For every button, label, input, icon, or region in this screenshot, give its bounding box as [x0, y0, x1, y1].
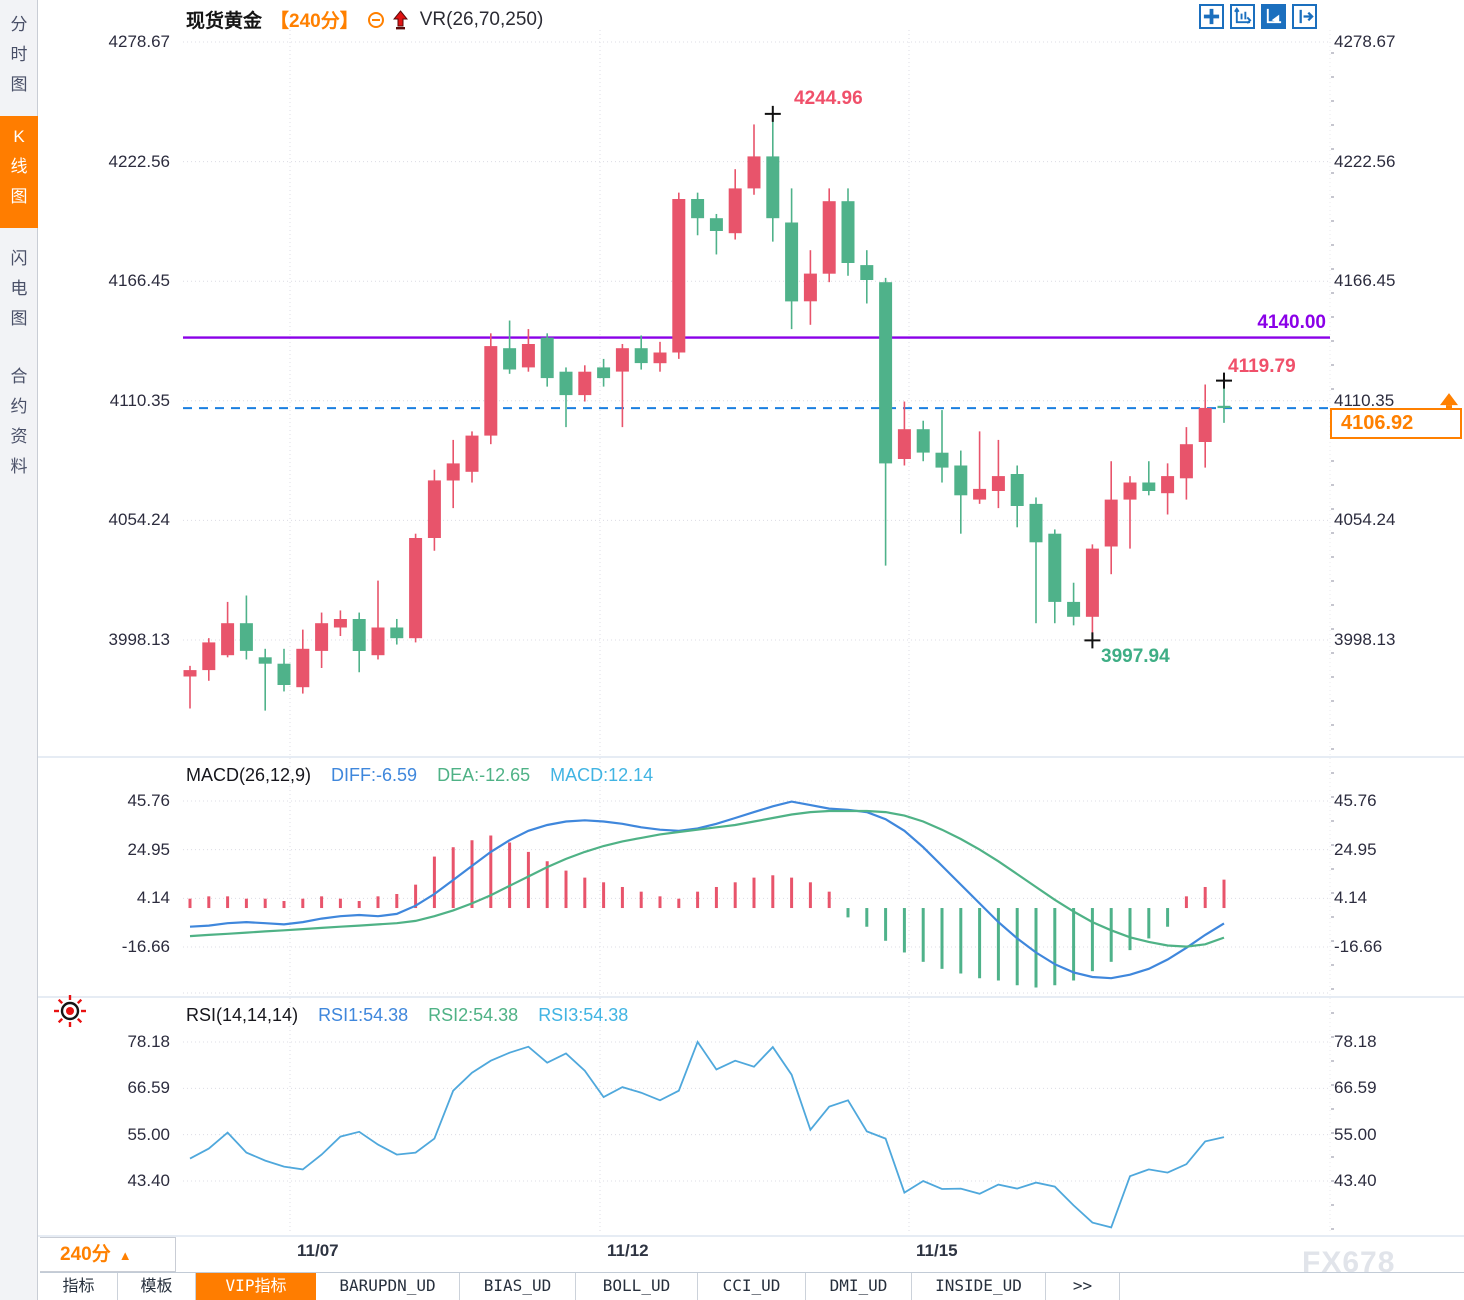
collapse-indicator-icon[interactable] [367, 11, 385, 29]
axis-zoom-icon[interactable] [1230, 4, 1255, 29]
y-axis-label: 66.59 [1334, 1078, 1377, 1098]
horizontal-level-annotation: 4140.00 [1257, 312, 1326, 333]
period-selector-label: 240分 [60, 1244, 111, 1265]
chart-toolbar [1199, 4, 1317, 29]
period-badge: 【240分】 [270, 11, 359, 32]
x-axis-label: 11/15 [916, 1241, 958, 1260]
y-axis-label: -16.66 [1334, 937, 1383, 956]
y-axis-label: 24.95 [1334, 839, 1377, 859]
bottom-tab-8[interactable]: DMI_UD [806, 1273, 912, 1300]
symbol-name: 现货黄金 [186, 11, 263, 32]
y-axis-label: 4.14 [136, 888, 170, 908]
vr-indicator-label: VR(26,70,250) [419, 8, 544, 30]
y-axis-label: 3998.13 [108, 630, 170, 649]
bottom-tab-4[interactable]: BARUPDN_UD [316, 1273, 460, 1300]
y-axis-label: 4054.24 [1334, 510, 1396, 530]
bottom-tab-2[interactable]: 模板 [118, 1273, 196, 1300]
y-axis-label: 3998.13 [1334, 630, 1396, 649]
rsi-title: RSI(14,14,14) [186, 1005, 299, 1025]
bottom-tab-7[interactable]: CCI_UD [698, 1273, 806, 1300]
y-axis-label: 4.14 [1334, 888, 1368, 908]
bottom-tab-1[interactable]: 指标 [40, 1273, 118, 1300]
macd-macd-value: MACD:12.14 [550, 765, 654, 785]
y-axis-label: 45.76 [1334, 791, 1377, 810]
pan-crosshair-icon[interactable] [1199, 4, 1224, 29]
bottom-tab-3[interactable]: VIP指标 [196, 1273, 316, 1300]
y-axis-label: 66.59 [127, 1078, 170, 1098]
y-axis-label: 55.00 [127, 1124, 170, 1144]
sidebar-item-1[interactable]: 分 时 图 [10, 15, 28, 94]
y-axis-label: 4222.56 [108, 151, 170, 171]
indicator-alert-sun-icon [50, 991, 90, 1036]
period-selector[interactable]: 240分 ▲ [40, 1237, 176, 1272]
y-axis-label: 55.00 [1334, 1124, 1377, 1144]
macd-dea-value: DEA:-12.65 [437, 765, 531, 785]
rsi-header: RSI(14,14,14) RSI1:54.38 RSI2:54.38 RSI3… [186, 1005, 628, 1026]
y-axis-label: 4110.35 [109, 390, 170, 410]
vr-arrow-up-icon [392, 9, 408, 30]
y-axis-label: 4278.67 [108, 32, 170, 51]
y-axis-label: -16.66 [121, 937, 170, 956]
bottom-tab-9[interactable]: INSIDE_UD [912, 1273, 1046, 1300]
y-axis-label: 24.95 [127, 839, 170, 859]
y-axis-label: 78.18 [1334, 1032, 1377, 1051]
rsi3-value: RSI3:54.38 [538, 1005, 629, 1025]
sidebar-item-3[interactable]: 闪 电 图 [10, 249, 28, 328]
macd-title: MACD(26,12,9) [186, 765, 312, 785]
sidebar-item-2[interactable]: K 线 图 [0, 116, 38, 228]
y-axis-label: 4278.67 [1334, 32, 1396, 51]
sidebar-item-4[interactable]: 合 约 资 料 [10, 367, 28, 476]
y-axis-label: 4166.45 [1334, 271, 1396, 291]
rsi1-value: RSI1:54.38 [318, 1005, 409, 1025]
current-price-badge: 4106.92 [1330, 408, 1462, 439]
y-axis-label: 78.18 [127, 1032, 170, 1051]
bottom-tab-6[interactable]: BOLL_UD [576, 1273, 698, 1300]
y-axis-label: 4054.24 [108, 510, 170, 530]
period-dropdown-icon: ▲ [118, 1248, 132, 1263]
y-axis-label: 4110.35 [1334, 390, 1395, 410]
low-price-annotation: 3997.94 [1101, 646, 1170, 667]
rsi2-value: RSI2:54.38 [428, 1005, 519, 1025]
y-axis-label: 45.76 [127, 791, 170, 810]
bottom-tab-10[interactable]: >> [1046, 1273, 1120, 1300]
scroll-to-latest-icon[interactable] [1292, 4, 1317, 29]
macd-header: MACD(26,12,9) DIFF:-6.59 DEA:-12.65 MACD… [186, 765, 653, 786]
x-axis-label: 11/12 [607, 1241, 649, 1260]
y-axis-label: 4222.56 [1334, 151, 1396, 171]
chart-type-sidebar: 分 时 图 K 线 图闪 电 图合 约 资 料 [0, 0, 38, 1300]
indicator-tab-bar: 指标 模板 VIP指标 BARUPDN_UD BIAS_UD BOLL_UD CCI_UD D… [40, 1272, 1464, 1300]
chart-title-row: 现货黄金 【240分】 VR(26,70,250) [186, 6, 543, 33]
bottom-tab-5[interactable]: BIAS_UD [460, 1273, 576, 1300]
y-axis-label: 4166.45 [108, 271, 170, 291]
x-axis-label: 11/07 [297, 1241, 339, 1260]
recent-high-annotation: 4119.79 [1228, 356, 1296, 377]
high-price-annotation: 4244.96 [794, 88, 863, 109]
y-axis-label: 43.40 [1334, 1171, 1377, 1190]
macd-diff-value: DIFF:-6.59 [331, 765, 418, 785]
y-axis-label: 43.40 [127, 1171, 170, 1190]
auto-scale-icon[interactable] [1261, 4, 1286, 29]
